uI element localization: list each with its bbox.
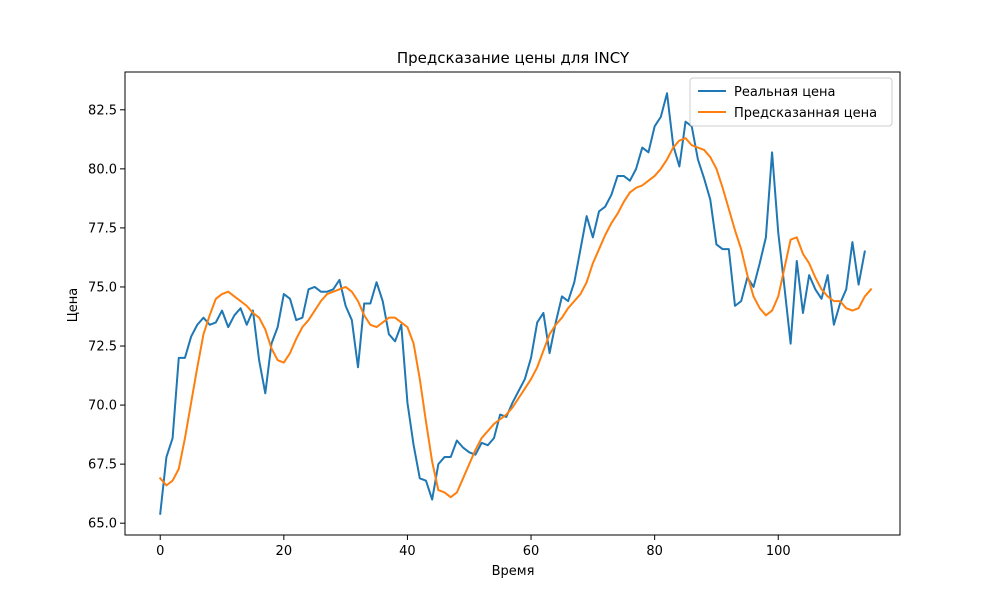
y-tick-label: 80.0 [88, 162, 117, 177]
x-tick-label: 60 [523, 544, 540, 559]
y-tick-label: 65.0 [88, 517, 117, 532]
x-axis-label: Время [492, 564, 535, 579]
plot-area [124, 71, 901, 536]
y-tick-label: 77.5 [88, 221, 117, 236]
legend: Реальная цена Предсказанная цена [689, 77, 893, 127]
y-tick-label: 70.0 [88, 399, 117, 414]
legend-label-real: Реальная цена [734, 85, 836, 100]
legend-label-predicted: Предсказанная цена [734, 106, 877, 121]
series-line-predicted [158, 137, 873, 499]
x-tick-label: 100 [766, 544, 791, 559]
x-tick-label: 40 [399, 544, 416, 559]
legend-frame [689, 77, 893, 127]
series-layer [158, 92, 873, 515]
y-tick-label: 82.5 [88, 103, 117, 118]
x-tick-label: 80 [646, 544, 663, 559]
x-tick-label: 0 [156, 544, 164, 559]
y-axis-label: Цена [66, 288, 81, 323]
y-tick-label: 67.5 [88, 458, 117, 473]
x-axis: 0 20 40 60 80 100 [156, 535, 791, 559]
y-tick-label: 72.5 [88, 340, 117, 355]
y-axis: 65.0 67.5 70.0 72.5 75.0 77.5 80.0 82.5 [88, 103, 125, 532]
y-tick-label: 75.0 [88, 280, 117, 295]
chart-title: Предсказание цены для INCY [397, 49, 630, 67]
plot-frame [124, 71, 901, 536]
x-tick-label: 20 [276, 544, 293, 559]
